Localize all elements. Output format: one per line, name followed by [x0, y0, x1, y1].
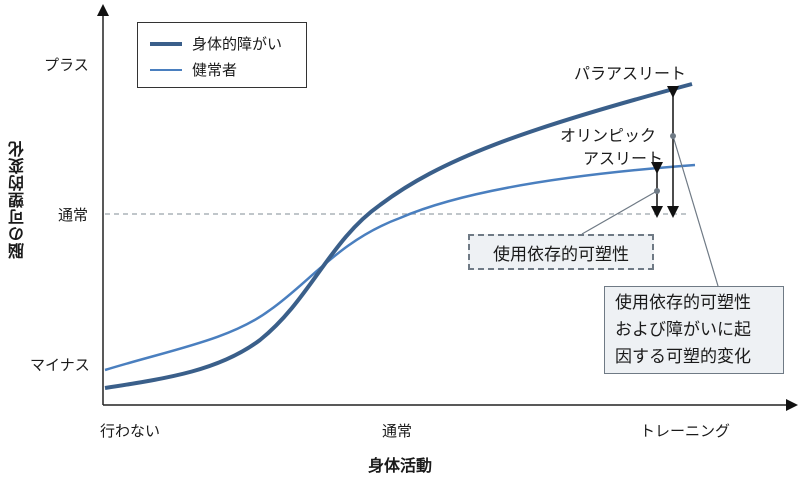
use-dependent-text: 使用依存的可塑性: [493, 244, 629, 265]
x-axis-label: 身体活動: [368, 456, 433, 475]
y-axis-label: 脳の可塑的変化: [8, 140, 27, 259]
legend-item-healthy: 健常者: [150, 59, 237, 80]
legend-item-disability: 身体的障がい: [150, 33, 282, 54]
x-tick-training: トレーニング: [640, 422, 731, 440]
para-athlete-label: パラアスリート: [574, 64, 687, 83]
legend-swatch-thick: [150, 41, 182, 46]
disability-curve: [104, 82, 693, 390]
olympic-label-line1: オリンピック: [560, 126, 657, 145]
combined-text-line3: 因する可塑的変化: [615, 347, 751, 367]
olympic-label-line2: アスリート: [583, 149, 664, 168]
combined-plasticity-box: 使用依存的可塑性 および障がいに起 因する可塑的変化: [604, 286, 784, 374]
y-tick-plus: プラス: [44, 56, 89, 74]
y-tick-normal: 通常: [58, 206, 89, 224]
healthy-curve: [104, 163, 696, 372]
combined-text-line1: 使用依存的可塑性: [615, 293, 751, 313]
legend-label: 健常者: [192, 61, 238, 79]
use-dependent-box: 使用依存的可塑性: [468, 234, 654, 270]
legend-label: 身体的障がい: [192, 35, 283, 53]
x-tick-none: 行わない: [100, 422, 161, 440]
y-tick-minus: マイナス: [30, 356, 90, 374]
combined-text-line2: および障がいに起: [615, 320, 751, 340]
legend: 身体的障がい 健常者: [137, 22, 307, 88]
x-tick-normal: 通常: [382, 422, 413, 440]
legend-swatch-thin: [150, 68, 182, 71]
